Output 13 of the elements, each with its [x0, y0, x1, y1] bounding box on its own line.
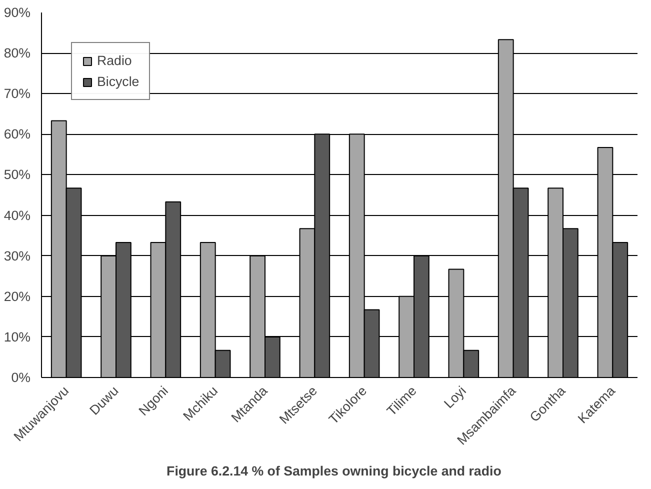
text: Figure 6.2.14 % of Samples owning bicycle and radio	[166, 464, 502, 478]
legend-label: Radio	[97, 53, 132, 68]
y-tick-label: 10%	[4, 329, 31, 344]
y-tick-label: 50%	[4, 167, 31, 182]
legend-label: Bicycle	[97, 74, 140, 89]
y-tick-label: 90%	[4, 5, 31, 20]
y-tick-label: 80%	[4, 46, 31, 61]
y-tick-label: 60%	[4, 126, 31, 142]
y-tick-label: 70%	[4, 86, 31, 102]
y-tick-label: 20%	[4, 288, 31, 304]
y-tick-label: 0%	[11, 370, 31, 385]
y-tick-label: 30%	[4, 248, 31, 264]
y-tick-label: 40%	[4, 208, 31, 223]
